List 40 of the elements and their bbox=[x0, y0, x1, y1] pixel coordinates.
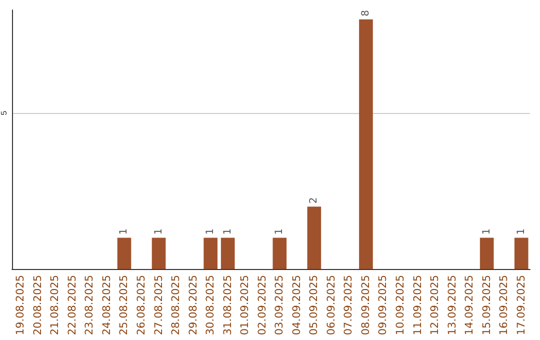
x-tick-label: 02.09.2025 bbox=[256, 275, 268, 336]
x-tick-label: 21.08.2025 bbox=[49, 275, 62, 336]
x-tick-label: 17.09.2025 bbox=[515, 275, 528, 336]
data-label: 1 bbox=[153, 228, 164, 235]
data-label: 1 bbox=[205, 228, 216, 235]
x-tick-label: 08.09.2025 bbox=[360, 275, 372, 336]
x-tick-label: 04.09.2025 bbox=[290, 275, 303, 336]
x-tick-label: 10.09.2025 bbox=[394, 275, 406, 336]
x-tick-label: 11.09.2025 bbox=[412, 275, 424, 336]
data-label: 1 bbox=[274, 228, 286, 235]
x-tick-label: 06.09.2025 bbox=[325, 275, 338, 336]
x-tick-label: 01.09.2025 bbox=[239, 275, 252, 336]
x-tick-label: 23.08.2025 bbox=[84, 275, 96, 336]
data-label: 1 bbox=[481, 228, 492, 235]
x-tick-label: 22.08.2025 bbox=[66, 275, 78, 336]
x-tick-label: 05.09.2025 bbox=[308, 275, 320, 336]
x-tick-label: 19.08.2025 bbox=[14, 275, 27, 336]
x-tick-label: 20.08.2025 bbox=[32, 275, 44, 336]
data-label: 1 bbox=[118, 228, 130, 235]
y-tick-label: 5 bbox=[0, 110, 8, 116]
x-tick-label: 27.08.2025 bbox=[152, 275, 165, 336]
x-tick-label: 31.08.2025 bbox=[222, 275, 234, 336]
data-label: 1 bbox=[222, 228, 234, 235]
x-tick-label: 25.08.2025 bbox=[118, 275, 130, 336]
x-tick-label: 13.09.2025 bbox=[446, 275, 458, 336]
x-tick-label: 12.09.2025 bbox=[429, 275, 442, 336]
data-label: 1 bbox=[516, 228, 527, 235]
x-tick-label: 07.09.2025 bbox=[342, 275, 355, 336]
x-tick-label: 29.08.2025 bbox=[187, 275, 200, 336]
x-tick-label: 03.09.2025 bbox=[274, 275, 286, 336]
x-tick-label: 14.09.2025 bbox=[464, 275, 476, 336]
data-label: 2 bbox=[308, 197, 320, 204]
x-tick-label: 24.08.2025 bbox=[100, 275, 113, 336]
x-tick-label: 26.08.2025 bbox=[136, 275, 148, 336]
x-tick-label: 09.09.2025 bbox=[377, 275, 390, 336]
x-tick-label: 30.08.2025 bbox=[204, 275, 217, 336]
x-tick-label: 16.09.2025 bbox=[498, 275, 510, 336]
data-label: 8 bbox=[360, 10, 372, 16]
x-tick-label: 28.08.2025 bbox=[170, 275, 182, 336]
x-tick-label: 15.09.2025 bbox=[480, 275, 493, 336]
